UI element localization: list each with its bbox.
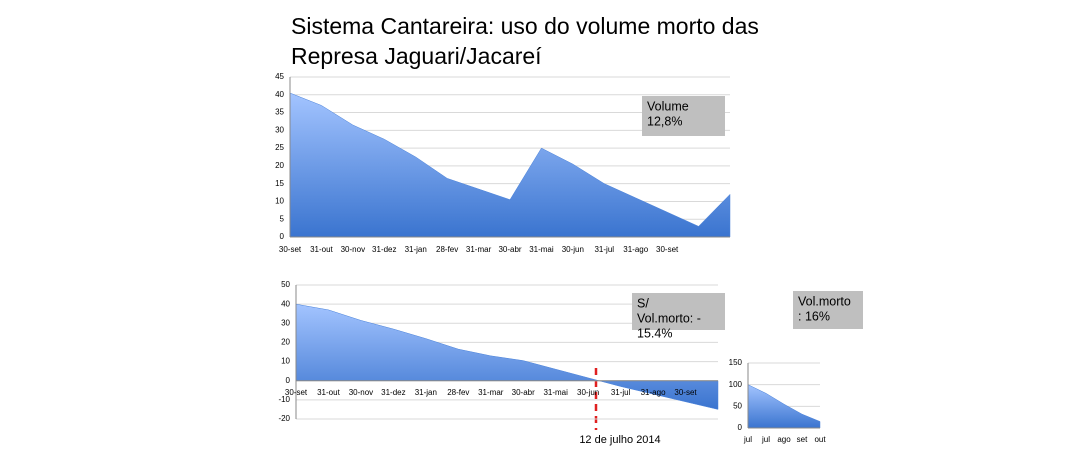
x-tick-label: 30-jun: [577, 388, 599, 397]
x-tick-label: 30-set: [674, 388, 697, 397]
annotation-text: 12,8%: [647, 114, 682, 128]
x-tick-label: 31-ago: [623, 245, 648, 254]
y-tick-label: -20: [278, 414, 290, 423]
annotation-text: Vol.morto: [798, 294, 851, 308]
annotation-text: : 16%: [798, 309, 830, 323]
x-tick-label: set: [797, 435, 808, 444]
y-tick-label: 0: [286, 376, 291, 385]
area: [289, 92, 731, 238]
y-tick-label: 100: [729, 380, 743, 389]
y-tick-label: 10: [275, 197, 284, 206]
annotation-text: 15.4%: [637, 326, 672, 340]
x-tick-label: 31-mar: [478, 388, 504, 397]
title-line: Sistema Cantareira: uso do volume morto …: [291, 13, 759, 39]
x-tick-label: jul: [743, 435, 752, 444]
y-tick-label: 20: [281, 338, 290, 347]
x-tick-label: 30-set: [656, 245, 679, 254]
annotation-box: [793, 291, 863, 329]
x-tick-label: 31-mai: [543, 388, 568, 397]
x-tick-label: 31-mar: [466, 245, 492, 254]
area: [295, 303, 719, 410]
x-tick-label: 31-out: [310, 245, 333, 254]
y-tick-label: 45: [275, 72, 284, 81]
marker-label: 12 de julho 2014: [579, 434, 660, 446]
y-tick-label: 30: [281, 318, 290, 327]
x-tick-label: 31-jan: [405, 245, 427, 254]
x-tick-label: out: [814, 435, 826, 444]
y-tick-label: 10: [281, 357, 290, 366]
y-tick-label: 40: [281, 299, 290, 308]
title-line: Represa Jaguari/Jacareí: [291, 43, 542, 69]
x-tick-label: 31-jul: [611, 388, 631, 397]
x-tick-label: 30-nov: [341, 245, 365, 254]
x-tick-label: 30-abr: [498, 245, 521, 254]
annotation-box: [642, 96, 725, 136]
y-tick-label: 150: [729, 358, 743, 367]
y-tick-label: 40: [275, 90, 284, 99]
x-tick-label: 31-jul: [594, 245, 614, 254]
y-tick-label: 30: [275, 125, 284, 134]
area: [747, 384, 821, 429]
annotation-text: S/: [637, 296, 649, 310]
x-tick-label: 31-dez: [372, 245, 396, 254]
y-tick-label: 5: [280, 214, 285, 223]
y-tick-label: 0: [280, 232, 285, 241]
y-tick-label: 25: [275, 143, 284, 152]
x-tick-label: 30-abr: [512, 388, 535, 397]
x-tick-label: 31-jan: [415, 388, 437, 397]
x-tick-label: jul: [761, 435, 770, 444]
y-tick-label: 50: [281, 280, 290, 289]
y-tick-label: 35: [275, 108, 284, 117]
x-tick-label: 28-fev: [436, 245, 458, 254]
y-tick-label: 50: [733, 401, 742, 410]
x-tick-label: 30-nov: [349, 388, 373, 397]
x-tick-label: 31-out: [317, 388, 340, 397]
x-tick-label: 31-mai: [529, 245, 554, 254]
x-tick-label: 30-jun: [562, 245, 584, 254]
x-tick-label: 31-dez: [381, 388, 405, 397]
x-tick-label: ago: [777, 435, 791, 444]
y-tick-label: -10: [278, 395, 290, 404]
x-tick-label: 28-fev: [447, 388, 469, 397]
x-tick-label: 31-ago: [641, 388, 666, 397]
annotation-text: Volume: [647, 99, 689, 113]
y-tick-label: 0: [738, 423, 743, 432]
annotation-box: [632, 293, 725, 330]
y-tick-label: 20: [275, 161, 284, 170]
annotation-text: Vol.morto: -: [637, 311, 701, 325]
x-tick-label: 30-set: [279, 245, 302, 254]
y-tick-label: 15: [275, 179, 284, 188]
x-tick-label: 30-set: [285, 388, 308, 397]
